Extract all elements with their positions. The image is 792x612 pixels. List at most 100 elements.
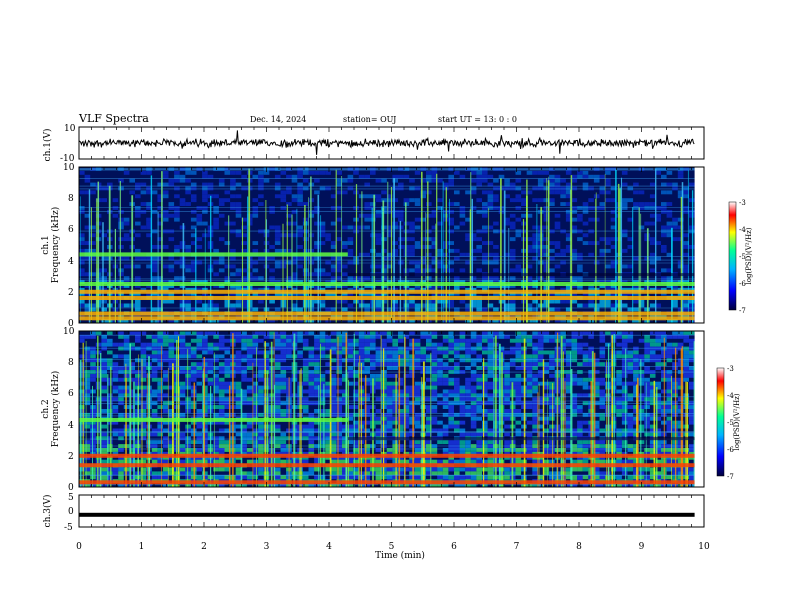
- spec-noise-cell: [112, 405, 119, 409]
- spec-noise-cell: [146, 217, 152, 222]
- spec-noise-cell: [218, 182, 225, 187]
- spec-noise-cell: [347, 174, 354, 179]
- spec-noise-cell: [599, 471, 606, 476]
- spec-noise-cell: [610, 217, 617, 222]
- spec-noise-cell: [610, 209, 617, 214]
- spec-noise-cell: [549, 198, 555, 203]
- spec-noise-cell: [90, 405, 96, 409]
- spec-noise-cell: [258, 299, 264, 304]
- spec-noise-cell: [314, 366, 320, 370]
- spec-noise-cell: [246, 459, 253, 464]
- spec-noise-cell: [235, 432, 242, 437]
- spec-noise-cell: [123, 233, 130, 238]
- spec-noise-cell: [347, 459, 354, 464]
- spec-noise-cell: [342, 350, 348, 355]
- spec-noise-cell: [252, 432, 259, 437]
- spec-noise-cell: [375, 381, 382, 386]
- spec-noise-cell: [101, 233, 107, 238]
- spec-noise-cell: [565, 307, 572, 312]
- spec-noise-cell: [274, 241, 281, 245]
- spec-noise-cell: [168, 424, 175, 429]
- spec-noise-cell: [174, 209, 180, 214]
- spec-noise-cell: [582, 174, 589, 179]
- spec-noise-cell: [621, 303, 628, 308]
- spec-noise-cell: [482, 420, 488, 425]
- spec-noise-cell: [123, 256, 130, 261]
- spec-noise-cell: [476, 366, 482, 370]
- spec-noise-cell: [649, 237, 656, 242]
- spec-noise-cell: [448, 334, 454, 339]
- spec-noise-cell: [638, 428, 645, 433]
- spec-noise-cell: [431, 377, 438, 382]
- spec-noise-cell: [84, 346, 91, 351]
- spec-noise-cell: [431, 174, 438, 179]
- spec-noise-cell: [537, 186, 544, 191]
- spec-noise-cell: [398, 397, 404, 402]
- spec-noise-cell: [190, 217, 197, 222]
- spec-noise-cell: [118, 209, 124, 214]
- spec-noise-cell: [370, 213, 376, 218]
- spec-noise-cell: [202, 170, 208, 175]
- spec-noise-cell: [168, 412, 175, 417]
- spec-noise-cell: [633, 319, 639, 323]
- spec-noise-cell: [347, 346, 354, 351]
- spec-noise-cell: [185, 373, 191, 378]
- spec-noise-cell: [437, 467, 443, 472]
- spec-noise-cell: [358, 342, 365, 347]
- spec-noise-cell: [146, 202, 152, 206]
- spec-noise-cell: [442, 362, 449, 367]
- spec-noise-cell: [414, 362, 421, 367]
- spec-noise-cell: [392, 241, 398, 245]
- spec-noise-cell: [90, 272, 96, 277]
- spec-noise-cell: [532, 334, 538, 339]
- spec-noise-cell: [543, 170, 550, 175]
- spec-noise-cell: [605, 182, 611, 187]
- spec-noise-cell: [549, 412, 555, 417]
- spec-noise-cell: [616, 354, 622, 359]
- spec-noise-cell: [123, 276, 130, 281]
- spec-noise-cell: [146, 206, 152, 210]
- spec-noise-cell: [593, 440, 600, 445]
- spec-noise-cell: [386, 202, 393, 206]
- spec-noise-cell: [118, 366, 124, 370]
- spec1-ytick-4: 4: [68, 257, 74, 267]
- spec-noise-cell: [157, 276, 163, 281]
- spec-noise-cell: [246, 475, 253, 480]
- spec-noise-cell: [218, 338, 225, 343]
- spec-noise-cell: [151, 432, 158, 437]
- spec-noise-cell: [151, 389, 158, 394]
- spec-noise-cell: [280, 377, 287, 382]
- spec-noise-cell: [218, 405, 225, 409]
- spec-noise-cell: [325, 186, 331, 191]
- spec-noise-cell: [185, 170, 191, 175]
- spec-noise-cell: [364, 358, 370, 363]
- spec-noise-cell: [90, 334, 96, 339]
- spec-noise-cell: [649, 268, 656, 273]
- spec-noise-cell: [258, 358, 264, 363]
- spec-noise-cell: [185, 475, 191, 480]
- spec-noise-cell: [258, 350, 264, 355]
- spec-noise-cell: [263, 467, 270, 472]
- spec-noise-cell: [621, 432, 628, 437]
- spec-noise-cell: [515, 264, 522, 269]
- spec-noise-cell: [459, 331, 466, 335]
- spec-noise-cell: [448, 393, 454, 398]
- spec-noise-cell: [644, 202, 650, 206]
- spec-noise-cell: [157, 448, 163, 452]
- spec-noise-cell: [258, 338, 264, 343]
- spec-noise-cell: [459, 409, 466, 413]
- spec-noise-cell: [162, 170, 169, 175]
- spec-noise-cell: [157, 307, 163, 312]
- spec-noise-cell: [638, 467, 645, 472]
- spec-noise-cell: [459, 268, 466, 273]
- spec-noise-cell: [84, 350, 91, 355]
- spec-noise-cell: [101, 276, 107, 281]
- spec-noise-cell: [565, 358, 572, 363]
- spec-noise-cell: [302, 373, 309, 378]
- spec-noise-cell: [157, 206, 163, 210]
- spec-noise-cell: [185, 385, 191, 390]
- spec-noise-cell: [565, 475, 572, 480]
- spec-noise-cell: [79, 237, 85, 242]
- spec-noise-cell: [386, 424, 393, 429]
- spec-noise-cell: [554, 221, 561, 226]
